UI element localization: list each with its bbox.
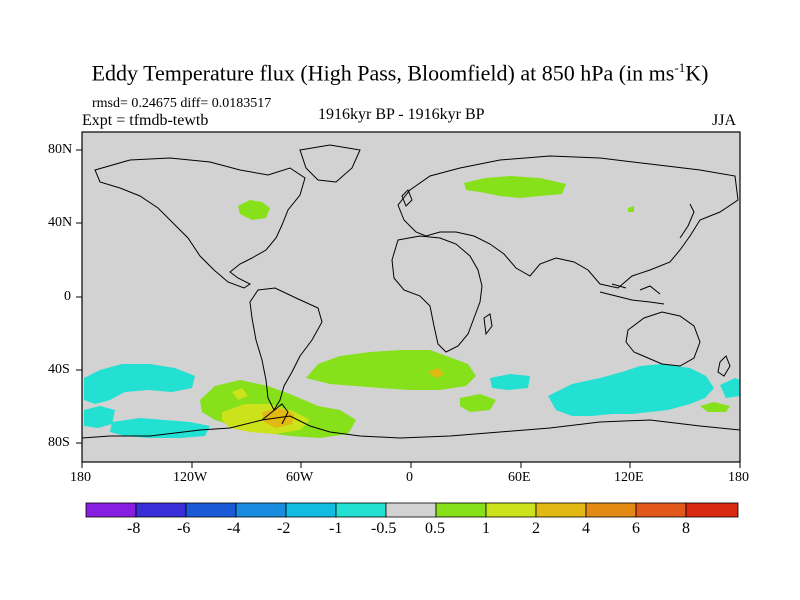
title-main: Eddy Temperature flux (High Pass, Bloomf…	[91, 60, 675, 86]
season-label: JJA	[712, 112, 737, 129]
colorbar-swatch-8	[435, 502, 487, 518]
colorbar-swatch-7	[385, 502, 437, 518]
title-superscript: -1	[674, 60, 686, 75]
lon-tick-120e: 120E	[614, 470, 644, 485]
colorbar-label-9: 2	[532, 520, 540, 537]
colorbar-swatch-1	[85, 502, 137, 518]
colorbar-label-1: -8	[127, 520, 141, 537]
colorbar-label-12: 8	[682, 520, 690, 537]
colorbar-label-4: -2	[277, 520, 291, 537]
colorbar-swatch-5	[285, 502, 337, 518]
colorbar-swatch-2	[135, 502, 187, 518]
cyan-region-south-pacific-west	[84, 364, 195, 404]
experiment-label: Expt = tfmdb-tewtb	[82, 112, 209, 129]
coastline-europe-asia	[397, 155, 739, 289]
lat-tick-40n: 40N	[48, 215, 73, 230]
coastline-north-america	[94, 157, 306, 289]
coastline-south-america	[249, 287, 323, 412]
lon-tick-0: 0	[406, 470, 413, 485]
lon-tick-60e: 60E	[508, 470, 531, 485]
tick-marks	[76, 149, 741, 468]
coastlines	[81, 144, 741, 439]
lon-tick-180w: 180	[70, 470, 91, 485]
green-region-siberia	[464, 176, 566, 198]
colorbar-swatch-9	[485, 502, 537, 518]
title-tail: K)	[685, 60, 709, 86]
coastline-antarctica	[81, 415, 741, 439]
green-region-south-indian	[460, 394, 496, 412]
coastline-africa	[391, 235, 483, 353]
cyan-region-south-atlantic	[490, 374, 530, 390]
colorbar-label-2: -6	[177, 520, 191, 537]
green-region-australia-south	[700, 402, 730, 412]
cyan-region-tasman	[720, 378, 740, 398]
coastline-indonesia	[599, 283, 665, 305]
coastline-uk	[401, 189, 413, 207]
colorbar-label-7: 0.5	[425, 520, 445, 537]
cyan-region-ross-sea	[110, 418, 210, 438]
colorbar-swatch-13	[685, 502, 739, 518]
lon-tick-180e: 180	[728, 470, 749, 485]
colorbar-swatch-10	[535, 502, 587, 518]
cyan-region-south-indian-east	[548, 364, 714, 416]
lat-tick-80s: 80S	[48, 435, 70, 450]
orange-region-atlantic-south	[428, 368, 444, 378]
coastline-antarctic-peninsula	[261, 403, 289, 425]
colorbar-label-10: 4	[582, 520, 590, 537]
stats-text: rmsd= 0.24675 diff= 0.0183517	[92, 96, 272, 111]
colorbar-label-8: 1	[482, 520, 490, 537]
yellow-region-pacific-south	[232, 388, 248, 400]
colorbar-swatch-6	[335, 502, 387, 518]
colorbar-swatch-12	[635, 502, 687, 518]
green-region-south-atlantic	[306, 350, 476, 390]
anomaly-regions	[84, 176, 740, 438]
coastline-australia	[625, 311, 701, 367]
lat-tick-80n: 80N	[48, 142, 73, 157]
lon-tick-60w: 60W	[286, 470, 314, 485]
colorbar	[85, 502, 739, 518]
green-region-great-lakes	[238, 200, 270, 220]
chart-title: Eddy Temperature flux (High Pass, Bloomf…	[0, 60, 800, 86]
lat-tick-0: 0	[64, 289, 71, 304]
coastline-japan	[679, 203, 695, 239]
colorbar-swatch-3	[185, 502, 237, 518]
lat-tick-40s: 40S	[48, 362, 70, 377]
green-region-small-east	[628, 206, 634, 212]
coastline-new-zealand	[717, 355, 731, 377]
coastline-greenland	[299, 144, 361, 183]
colorbar-label-5: -1	[329, 520, 343, 537]
colorbar-swatch-11	[585, 502, 637, 518]
colorbar-swatch-4	[235, 502, 287, 518]
colorbar-label-6: -0.5	[371, 520, 397, 537]
colorbar-label-3: -4	[227, 520, 241, 537]
lon-tick-120w: 120W	[173, 470, 208, 485]
colorbar-label-11: 6	[632, 520, 640, 537]
period-label: 1916kyr BP - 1916kyr BP	[318, 106, 485, 123]
coastline-madagascar	[483, 313, 493, 336]
cyan-region-south-pacific	[84, 406, 115, 428]
